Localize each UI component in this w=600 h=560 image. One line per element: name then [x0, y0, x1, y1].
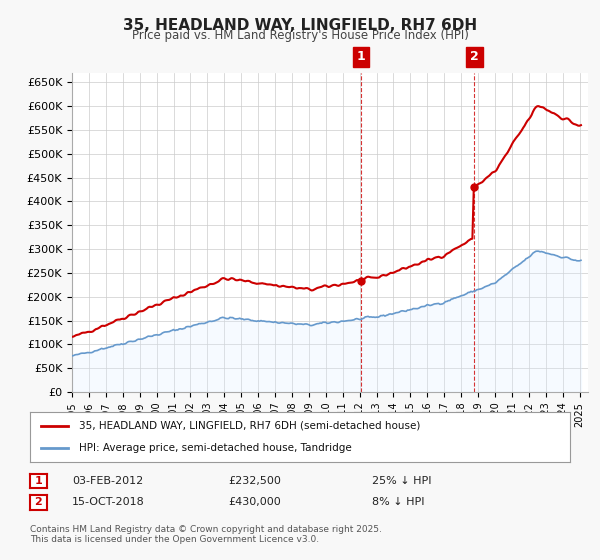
Text: 1: 1 [356, 50, 365, 63]
Text: This data is licensed under the Open Government Licence v3.0.: This data is licensed under the Open Gov… [30, 535, 319, 544]
Text: £232,500: £232,500 [228, 476, 281, 486]
Text: HPI: Average price, semi-detached house, Tandridge: HPI: Average price, semi-detached house,… [79, 443, 352, 453]
Text: 2: 2 [470, 50, 479, 63]
Text: 35, HEADLAND WAY, LINGFIELD, RH7 6DH (semi-detached house): 35, HEADLAND WAY, LINGFIELD, RH7 6DH (se… [79, 421, 420, 431]
Text: £430,000: £430,000 [228, 497, 281, 507]
Text: 1: 1 [35, 476, 42, 486]
Text: 15-OCT-2018: 15-OCT-2018 [72, 497, 145, 507]
Text: Contains HM Land Registry data © Crown copyright and database right 2025.: Contains HM Land Registry data © Crown c… [30, 525, 382, 534]
Text: Price paid vs. HM Land Registry's House Price Index (HPI): Price paid vs. HM Land Registry's House … [131, 29, 469, 42]
Text: 35, HEADLAND WAY, LINGFIELD, RH7 6DH: 35, HEADLAND WAY, LINGFIELD, RH7 6DH [123, 18, 477, 33]
Text: 03-FEB-2012: 03-FEB-2012 [72, 476, 143, 486]
Text: 8% ↓ HPI: 8% ↓ HPI [372, 497, 425, 507]
Text: 25% ↓ HPI: 25% ↓ HPI [372, 476, 431, 486]
Text: 2: 2 [35, 497, 42, 507]
